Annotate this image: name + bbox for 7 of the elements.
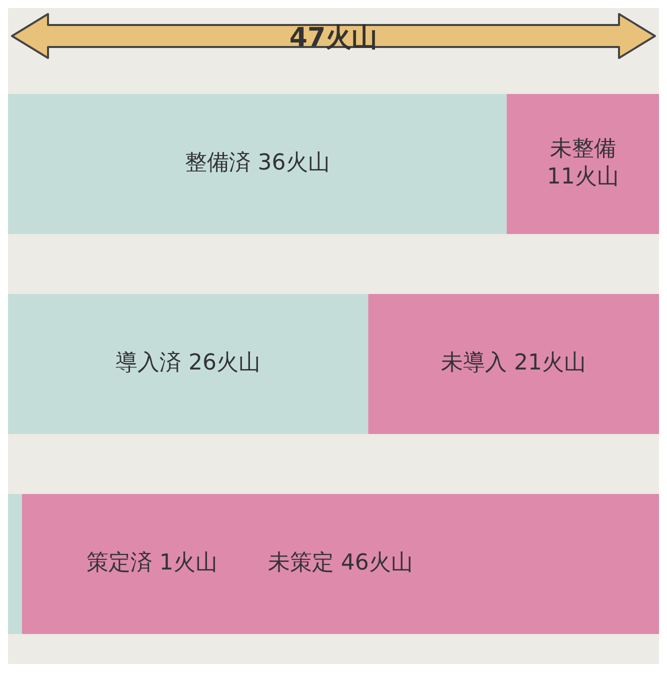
data-label: 未策定 46火山 <box>268 550 413 576</box>
data-label: 策定済 1火山 <box>86 550 218 576</box>
data-label: 未整備 11火山 <box>546 136 619 190</box>
text: 47火山 <box>288 22 379 55</box>
data-label: 整備済 36火山 <box>184 150 330 176</box>
data-label: 未導入 21火山 <box>441 350 586 376</box>
data-label: 導入済 26火山 <box>116 350 261 376</box>
